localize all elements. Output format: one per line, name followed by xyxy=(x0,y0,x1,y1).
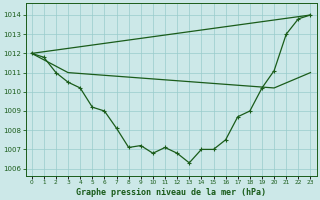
X-axis label: Graphe pression niveau de la mer (hPa): Graphe pression niveau de la mer (hPa) xyxy=(76,188,266,197)
